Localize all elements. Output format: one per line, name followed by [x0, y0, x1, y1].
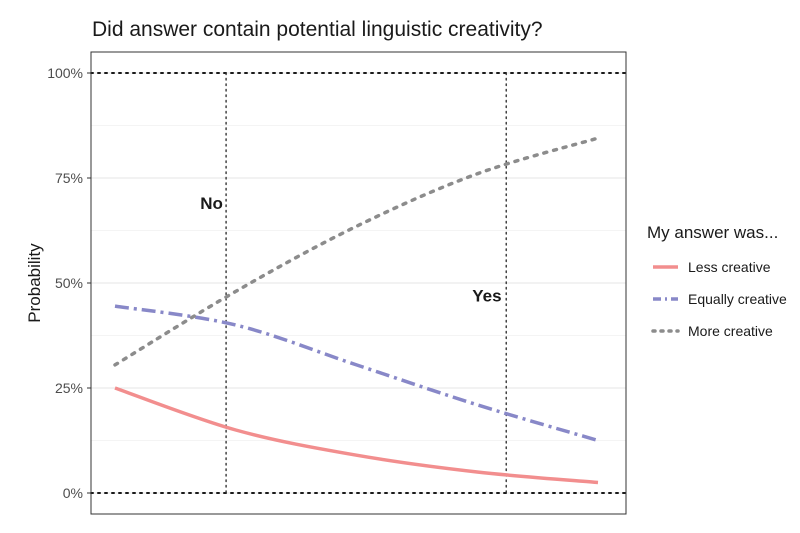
annotation-yes: Yes — [472, 287, 501, 306]
y-tick-label: 25% — [55, 380, 83, 396]
series-group — [113, 136, 600, 485]
y-tick-label: 75% — [55, 170, 83, 186]
y-tick-label: 50% — [55, 275, 83, 291]
legend-label: More creative — [688, 323, 773, 339]
chart-title: Did answer contain potential linguistic … — [92, 18, 543, 41]
annotation-no: No — [200, 194, 223, 213]
y-tick-label: 0% — [63, 485, 83, 501]
legend-title: My answer was... — [647, 223, 778, 242]
y-tick-label: 100% — [47, 65, 83, 81]
series-line-less-creative — [114, 386, 599, 485]
series-line-equally-creative — [114, 304, 599, 443]
legend: My answer was... Less creative Equally cr… — [647, 223, 787, 339]
legend-label: Less creative — [688, 259, 771, 275]
grid — [91, 72, 626, 494]
legend-label: Equally creative — [688, 291, 787, 307]
annotations: No Yes — [200, 194, 501, 305]
reference-lines — [90, 72, 627, 494]
series-line-more-creative — [113, 136, 600, 367]
y-axis: 0% 25% 50% 75% 100% — [47, 65, 91, 501]
y-axis-title: Probability — [25, 243, 44, 323]
